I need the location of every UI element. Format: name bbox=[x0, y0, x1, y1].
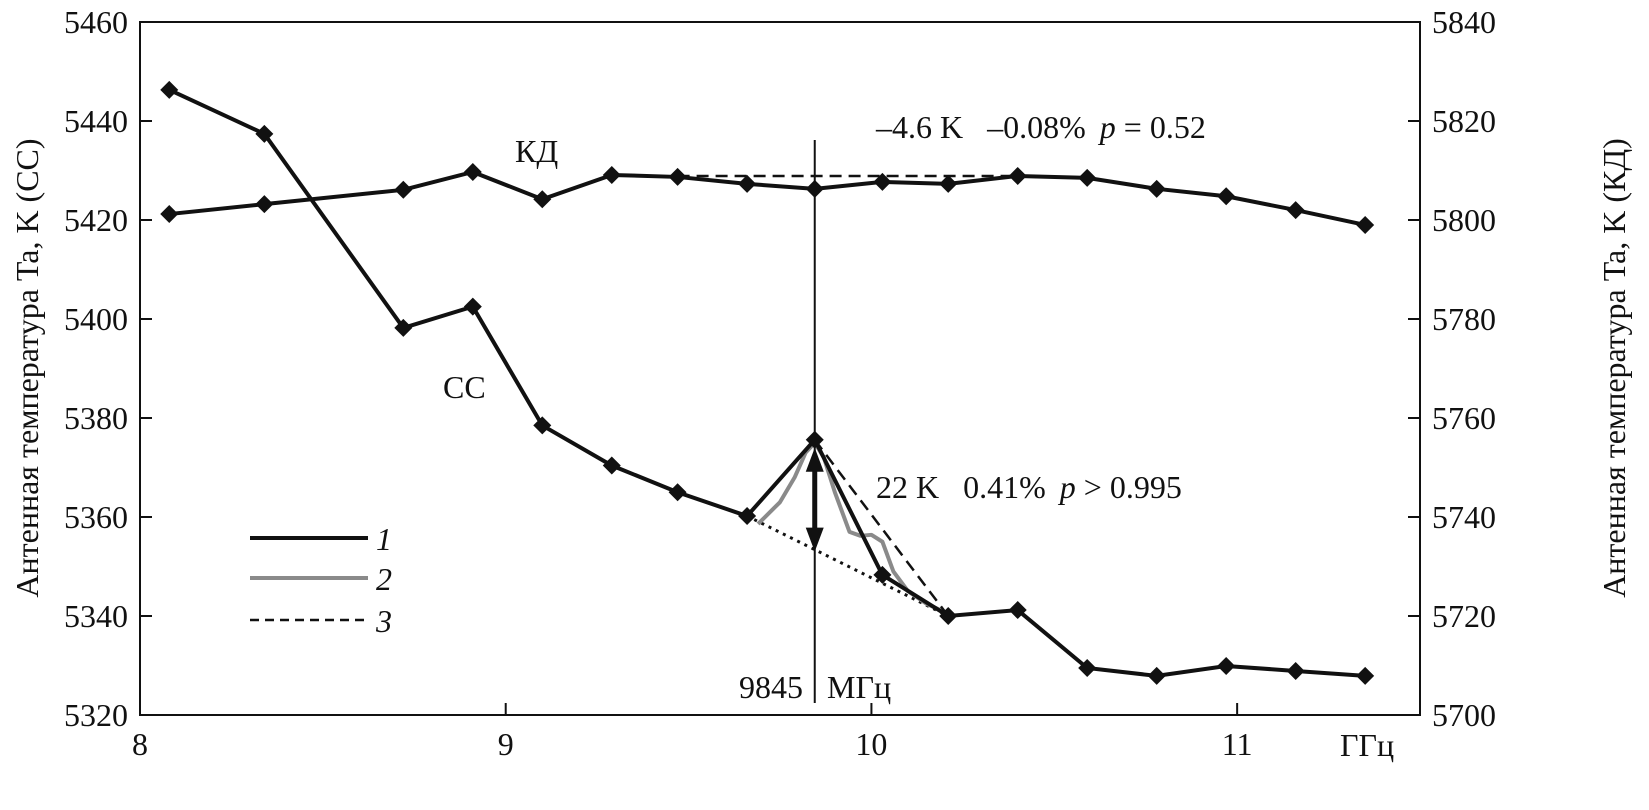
y-right-tick-label: 5740 bbox=[1432, 499, 1496, 535]
data-point-cc bbox=[255, 124, 274, 143]
data-point-kd bbox=[160, 205, 179, 224]
data-point-cc bbox=[1286, 661, 1305, 680]
data-point-kd bbox=[1008, 166, 1027, 185]
y-right-tick-label: 5760 bbox=[1432, 400, 1496, 436]
y-left-tick-label: 5380 bbox=[64, 400, 128, 436]
cc-stat-values: 22 K 0.41% bbox=[876, 469, 1046, 505]
kd-stat: –4.6 K –0.08% p = 0.52 bbox=[875, 109, 1206, 145]
cc-p-symbol: p bbox=[1058, 469, 1076, 505]
plot-frame bbox=[139, 21, 1421, 716]
y-left-tick-label: 5400 bbox=[64, 301, 128, 337]
x-tick-label: 11 bbox=[1222, 726, 1253, 762]
data-point-kd bbox=[1286, 201, 1305, 220]
series-line-kd bbox=[169, 169, 1366, 227]
data-point-kd bbox=[394, 180, 413, 199]
x-unit-label: ГГц bbox=[1340, 727, 1394, 763]
data-point-cc bbox=[1147, 666, 1166, 685]
data-point-cc bbox=[463, 297, 482, 316]
y-left-tick-label: 5420 bbox=[64, 202, 128, 238]
x-tick-label: 10 bbox=[855, 726, 887, 762]
data-point-cc bbox=[738, 507, 757, 526]
y-right-label: Антенная температура Ta, K (КД) bbox=[1596, 138, 1632, 598]
arrow-head-down bbox=[805, 527, 824, 552]
axes: 8 9 10 11 5320 5340 5360 5380 5400 5420 5440 5460 57… bbox=[64, 4, 1496, 762]
data-point-cc bbox=[160, 80, 179, 99]
y-left-tick-label: 5340 bbox=[64, 598, 128, 634]
y-right-tick-label: 5700 bbox=[1432, 697, 1496, 733]
data-point-cc bbox=[394, 318, 413, 337]
data-point-cc bbox=[939, 607, 958, 625]
kd-p-symbol: p bbox=[1098, 109, 1116, 145]
data-point-cc bbox=[1356, 666, 1375, 685]
data-point-cc bbox=[1078, 658, 1097, 677]
x-tick-label: 9 bbox=[498, 726, 514, 762]
data-point-kd bbox=[255, 195, 274, 214]
legend-label-3: 3 bbox=[375, 603, 392, 639]
data-point-kd bbox=[805, 179, 824, 198]
data-point-cc bbox=[668, 483, 687, 502]
data-point-kd bbox=[1356, 215, 1375, 234]
kd-stat-values: –4.6 K –0.08% bbox=[875, 109, 1086, 145]
data-point-kd bbox=[668, 167, 687, 186]
arrow-head-up bbox=[805, 447, 824, 472]
y-left-tick-label: 5320 bbox=[64, 697, 128, 733]
y-right-tick-label: 5820 bbox=[1432, 103, 1496, 139]
y-right-tick-label: 5720 bbox=[1432, 598, 1496, 634]
kd-p-value: = 0.52 bbox=[1116, 109, 1206, 145]
legend: 1 2 3 bbox=[250, 521, 392, 639]
legend-label-1: 1 bbox=[376, 521, 392, 557]
marker-unit-label: МГц bbox=[827, 669, 891, 705]
marker-freq-label: 9845 bbox=[739, 669, 803, 705]
data-point-kd bbox=[738, 174, 757, 193]
data-point-cc bbox=[602, 456, 621, 475]
data-point-kd bbox=[873, 172, 892, 191]
y-left-tick-label: 5460 bbox=[64, 4, 128, 40]
data-point-kd bbox=[602, 165, 621, 184]
x-tick-label: 8 bbox=[132, 726, 148, 762]
data-point-cc bbox=[533, 416, 552, 435]
data-point-cc bbox=[873, 565, 892, 584]
y-left-tick-label: 5440 bbox=[64, 103, 128, 139]
data-point-cc bbox=[805, 430, 824, 449]
data-point-kd bbox=[463, 162, 482, 181]
series-line-cc bbox=[168, 88, 1366, 678]
y-right-tick-label: 5780 bbox=[1432, 301, 1496, 337]
cc-series-label: СС bbox=[443, 369, 486, 405]
marks bbox=[160, 80, 1375, 703]
data-point-kd bbox=[1147, 179, 1166, 198]
legend-label-2: 2 bbox=[376, 561, 392, 597]
curve-2-line bbox=[756, 440, 946, 614]
cc-p-value: > 0.995 bbox=[1076, 469, 1182, 505]
data-point-cc bbox=[1217, 656, 1236, 675]
data-point-kd bbox=[1217, 187, 1236, 206]
y-right-tick-label: 5800 bbox=[1432, 202, 1496, 238]
dotted-baseline bbox=[746, 514, 949, 618]
data-point-kd bbox=[939, 174, 958, 193]
cc-stat: 22 K 0.41% p > 0.995 bbox=[876, 469, 1182, 505]
data-point-kd bbox=[533, 190, 552, 209]
data-point-cc bbox=[1008, 601, 1027, 620]
y-right-tick-label: 5840 bbox=[1432, 4, 1496, 40]
y-left-label: Антенная температура Ta, K (CC) bbox=[9, 138, 45, 597]
curve-3-cc-line bbox=[813, 439, 950, 617]
y-left-tick-label: 5360 bbox=[64, 499, 128, 535]
data-point-kd bbox=[1078, 168, 1097, 187]
kd-series-label: КД bbox=[515, 133, 558, 169]
